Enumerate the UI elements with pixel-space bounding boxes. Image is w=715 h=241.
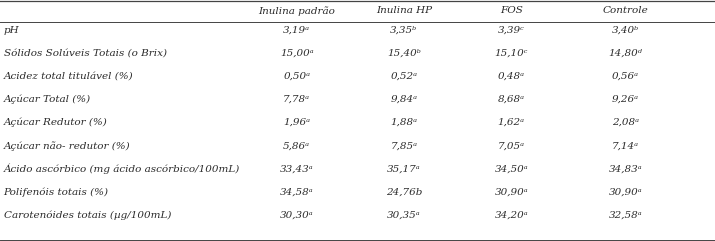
Text: 3,39ᶜ: 3,39ᶜ	[498, 26, 525, 35]
Text: 5,86ᵃ: 5,86ᵃ	[283, 141, 310, 150]
Text: 1,88ᵃ: 1,88ᵃ	[390, 118, 418, 127]
Text: 3,40ᵇ: 3,40ᵇ	[612, 26, 639, 35]
Text: 9,84ᵃ: 9,84ᵃ	[390, 95, 418, 104]
Text: 0,48ᵃ: 0,48ᵃ	[498, 72, 525, 81]
Text: Polifenóis totais (%): Polifenóis totais (%)	[4, 187, 109, 197]
Text: Sólidos Solúveis Totais (o Brix): Sólidos Solúveis Totais (o Brix)	[4, 49, 167, 58]
Text: 15,10ᶜ: 15,10ᶜ	[495, 49, 528, 58]
Text: Açúcar não- redutor (%): Açúcar não- redutor (%)	[4, 141, 130, 151]
Text: 24,76b: 24,76b	[386, 187, 422, 197]
Text: 0,56ᵃ: 0,56ᵃ	[612, 72, 639, 81]
Text: 34,83ᵃ: 34,83ᵃ	[608, 164, 643, 174]
Text: 30,90ᵃ: 30,90ᵃ	[494, 187, 528, 197]
Text: Inulina padrão: Inulina padrão	[258, 6, 335, 16]
Text: 30,30ᵃ: 30,30ᵃ	[280, 211, 314, 220]
Text: 7,85ᵃ: 7,85ᵃ	[390, 141, 418, 150]
Text: pH: pH	[4, 26, 19, 35]
Text: 7,78ᵃ: 7,78ᵃ	[283, 95, 310, 104]
Text: Inulina HP: Inulina HP	[376, 6, 432, 15]
Text: 35,17ᵃ: 35,17ᵃ	[387, 164, 421, 174]
Text: FOS: FOS	[500, 6, 523, 15]
Text: 34,20ᵃ: 34,20ᵃ	[494, 211, 528, 220]
Text: 8,68ᵃ: 8,68ᵃ	[498, 95, 525, 104]
Text: 7,14ᵃ: 7,14ᵃ	[612, 141, 639, 150]
Text: 15,40ᵇ: 15,40ᵇ	[387, 49, 421, 58]
Text: Carotenóides totais (µg/100mL): Carotenóides totais (µg/100mL)	[4, 210, 171, 220]
Text: 0,52ᵃ: 0,52ᵃ	[390, 72, 418, 81]
Text: 30,90ᵃ: 30,90ᵃ	[608, 187, 643, 197]
Text: 30,35ᵃ: 30,35ᵃ	[387, 211, 421, 220]
Text: Acidez total titulável (%): Acidez total titulável (%)	[4, 72, 133, 81]
Text: Açúcar Redutor (%): Açúcar Redutor (%)	[4, 118, 107, 127]
Text: 33,43ᵃ: 33,43ᵃ	[280, 164, 314, 174]
Text: 7,05ᵃ: 7,05ᵃ	[498, 141, 525, 150]
Text: 3,19ᵃ: 3,19ᵃ	[283, 26, 310, 35]
Text: 1,96ᵃ: 1,96ᵃ	[283, 118, 310, 127]
Text: 34,50ᵃ: 34,50ᵃ	[494, 164, 528, 174]
Text: 2,08ᵃ: 2,08ᵃ	[612, 118, 639, 127]
Text: 14,80ᵈ: 14,80ᵈ	[608, 49, 643, 58]
Text: 34,58ᵃ: 34,58ᵃ	[280, 187, 314, 197]
Text: 0,50ᵃ: 0,50ᵃ	[283, 72, 310, 81]
Text: 1,62ᵃ: 1,62ᵃ	[498, 118, 525, 127]
Text: 15,00ᵃ: 15,00ᵃ	[280, 49, 314, 58]
Text: 9,26ᵃ: 9,26ᵃ	[612, 95, 639, 104]
Text: Controle: Controle	[603, 6, 649, 15]
Text: Açúcar Total (%): Açúcar Total (%)	[4, 95, 91, 104]
Text: 32,58ᵃ: 32,58ᵃ	[608, 211, 643, 220]
Text: 3,35ᵇ: 3,35ᵇ	[390, 26, 418, 35]
Text: Ácido ascórbico (mg ácido ascórbico/100mL): Ácido ascórbico (mg ácido ascórbico/100m…	[4, 164, 240, 174]
